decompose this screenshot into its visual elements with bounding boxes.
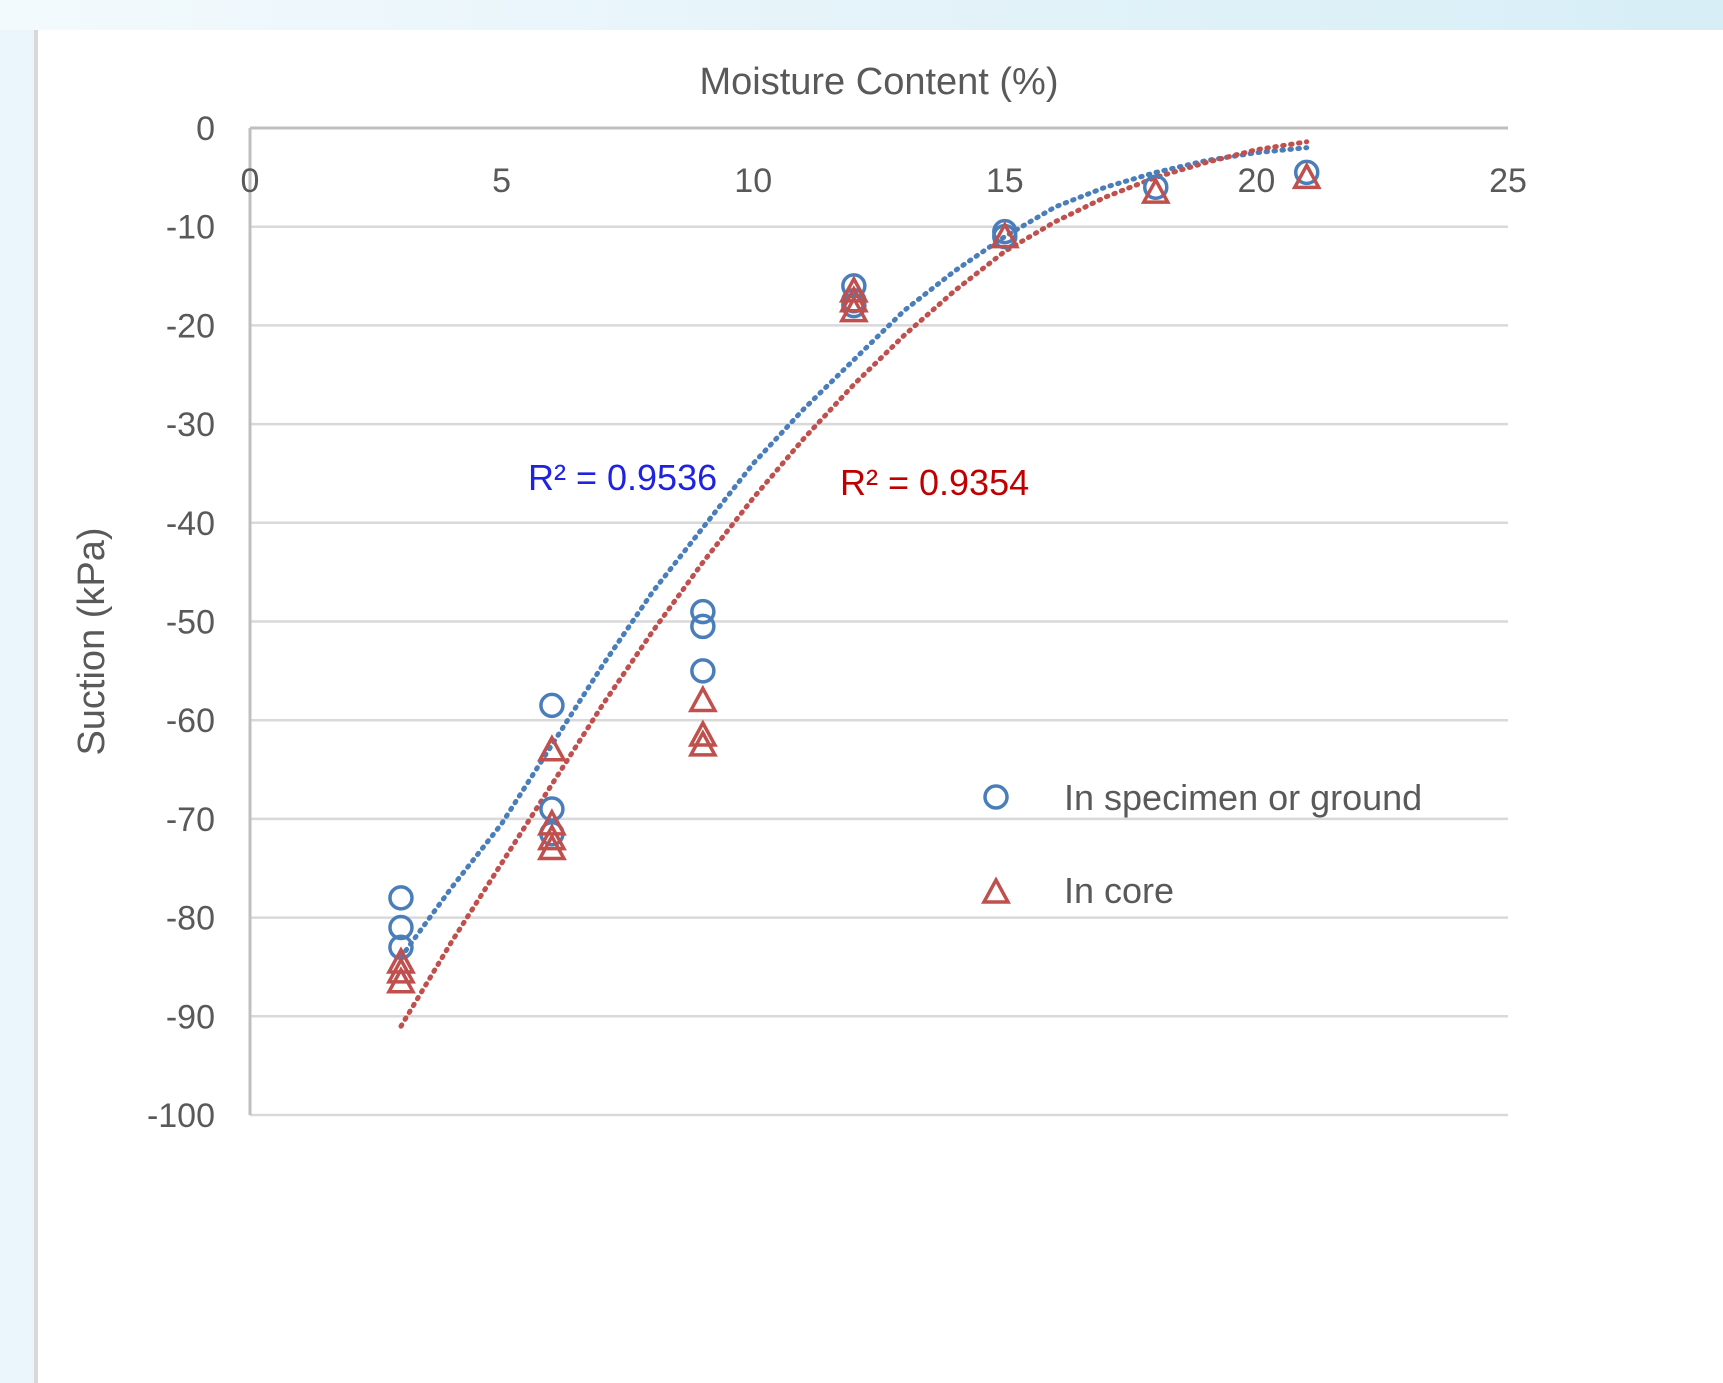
legend-marker-triangle-icon bbox=[981, 876, 1011, 904]
data-point-specimen bbox=[690, 613, 716, 640]
data-point-core bbox=[838, 285, 869, 313]
y-tick-label: -50 bbox=[166, 604, 215, 642]
data-point-specimen bbox=[690, 658, 716, 684]
legend-label-specimen: In specimen or ground bbox=[1064, 777, 1422, 818]
x-tick-label: 20 bbox=[1237, 162, 1275, 200]
y-tick-label: -70 bbox=[166, 801, 215, 839]
data-point-specimen bbox=[1293, 159, 1320, 186]
data-points bbox=[386, 159, 1322, 994]
y-tick-label: -30 bbox=[166, 406, 215, 444]
x-axis-title: Moisture Content (%) bbox=[699, 61, 1058, 103]
chart-card: 0 -10 -20 -30 -40 -50 -60 -70 -80 -90 -100 0 5 10 15 20… bbox=[34, 30, 1723, 1383]
data-point-core bbox=[687, 729, 718, 757]
r2-annotation-core: R² = 0.9354 bbox=[840, 462, 1029, 503]
y-tick-label: -40 bbox=[166, 505, 215, 543]
y-tick-label: -10 bbox=[166, 209, 215, 247]
data-point-specimen bbox=[539, 692, 565, 719]
y-tick-label: -100 bbox=[147, 1097, 215, 1135]
data-point-core bbox=[386, 956, 416, 984]
data-point-specimen bbox=[690, 598, 716, 625]
x-tick-label: 0 bbox=[241, 162, 260, 200]
r2-annotation-specimen: R² = 0.9536 bbox=[528, 457, 717, 498]
y-tick-label: -90 bbox=[166, 998, 215, 1036]
scatter-chart: 0 -10 -20 -30 -40 -50 -60 -70 -80 -90 -100 0 5 10 15 20… bbox=[71, 61, 1527, 1135]
top-banner-strip bbox=[0, 0, 1723, 30]
y-tick-label: -80 bbox=[166, 900, 215, 938]
data-point-specimen bbox=[539, 796, 565, 822]
data-point-core bbox=[989, 220, 1020, 249]
data-point-core bbox=[687, 684, 718, 713]
data-point-core bbox=[1140, 176, 1171, 204]
data-point-core bbox=[386, 966, 416, 994]
x-tick-label: 5 bbox=[492, 162, 511, 200]
legend-label-core: In core bbox=[1064, 870, 1174, 911]
legend-circle-marker bbox=[983, 784, 1009, 810]
data-point-core bbox=[838, 294, 869, 323]
data-point-specimen bbox=[388, 885, 414, 911]
x-tick-label: 25 bbox=[1489, 162, 1527, 200]
y-axis-title: Suction (kPa) bbox=[71, 527, 113, 755]
trendlines bbox=[398, 139, 1310, 1029]
legend: In specimen or ground In core bbox=[981, 777, 1422, 911]
data-point-core bbox=[1291, 161, 1322, 190]
axes: 0 -10 -20 -30 -40 -50 -60 -70 -80 -90 -100 0 5 10 15 20… bbox=[147, 110, 1527, 1135]
gridlines bbox=[250, 225, 1508, 1117]
y-tick-label: -20 bbox=[166, 307, 215, 345]
y-tick-label: -60 bbox=[166, 702, 215, 740]
data-point-specimen bbox=[1143, 174, 1169, 200]
data-point-core bbox=[687, 719, 718, 747]
x-tick-label: 10 bbox=[734, 162, 772, 200]
y-tick-label: 0 bbox=[196, 110, 215, 148]
trendline-series-0 bbox=[398, 145, 1310, 960]
data-point-core bbox=[536, 734, 567, 762]
x-tick-label: 15 bbox=[986, 162, 1024, 200]
trendline-series-1 bbox=[398, 139, 1310, 1029]
legend-triangle-marker bbox=[981, 876, 1011, 904]
legend-marker-circle-icon bbox=[983, 784, 1009, 810]
data-point-core bbox=[536, 832, 567, 861]
data-point-specimen bbox=[388, 914, 414, 941]
data-point-core bbox=[536, 822, 567, 851]
